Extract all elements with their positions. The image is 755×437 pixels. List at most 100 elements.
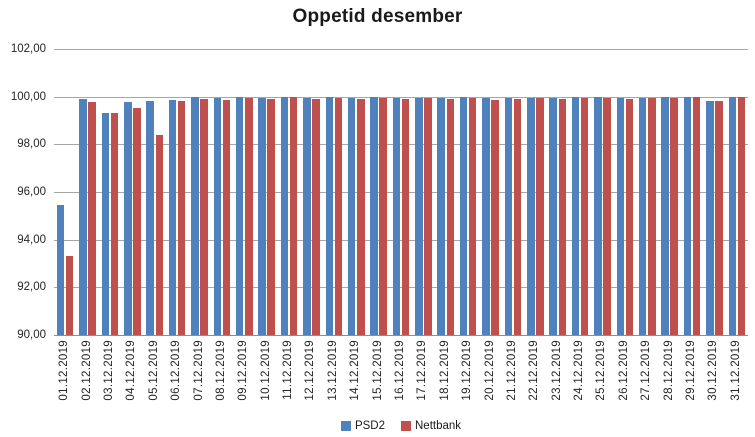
bar-nettbank-01.12.2019 bbox=[65, 255, 74, 335]
x-axis-tick-label: 14.12.2019 bbox=[349, 340, 362, 401]
bar-psd2-28.12.2019 bbox=[661, 97, 669, 335]
bar-psd2-06.12.2019 bbox=[168, 99, 177, 335]
bar-nettbank-09.12.2019 bbox=[245, 98, 253, 335]
x-axis-tick-label: 22.12.2019 bbox=[528, 340, 541, 401]
bar-nettbank-15.12.2019 bbox=[379, 97, 387, 335]
x-axis-tick-label: 26.12.2019 bbox=[617, 340, 630, 401]
legend: PSD2 Nettbank bbox=[54, 417, 748, 435]
x-axis-tick-label: 09.12.2019 bbox=[237, 340, 250, 401]
x-axis-tick-label: 02.12.2019 bbox=[80, 340, 93, 401]
bar-nettbank-29.12.2019 bbox=[692, 97, 701, 335]
x-axis-tick-label: 08.12.2019 bbox=[214, 340, 227, 401]
bar-nettbank-13.12.2019 bbox=[334, 98, 343, 335]
x-axis-tick-label: 01.12.2019 bbox=[58, 340, 71, 401]
y-axis-tick-label: 96,00 bbox=[17, 186, 46, 198]
bar-nettbank-06.12.2019 bbox=[177, 100, 186, 335]
bar-psd2-19.12.2019 bbox=[459, 97, 468, 335]
x-axis-tick-label: 21.12.2019 bbox=[505, 340, 518, 401]
x-axis-tick-label: 23.12.2019 bbox=[550, 340, 563, 401]
bar-nettbank-30.12.2019 bbox=[715, 101, 723, 335]
bar-psd2-22.12.2019 bbox=[527, 98, 535, 335]
gridline bbox=[54, 192, 748, 193]
x-axis-tick-label: 11.12.2019 bbox=[282, 340, 295, 400]
bar-nettbank-28.12.2019 bbox=[670, 97, 678, 335]
bar-psd2-26.12.2019 bbox=[616, 98, 625, 335]
legend-item-psd2: PSD2 bbox=[340, 420, 385, 432]
x-axis-tick-label: 31.12.2019 bbox=[729, 340, 742, 401]
x-axis-tick-label: 24.12.2019 bbox=[573, 340, 586, 401]
bar-psd2-14.12.2019 bbox=[347, 97, 356, 335]
bar-nettbank-04.12.2019 bbox=[133, 108, 141, 335]
bar-psd2-15.12.2019 bbox=[370, 97, 378, 335]
bar-nettbank-12.12.2019 bbox=[312, 99, 320, 335]
gridline bbox=[54, 287, 748, 289]
x-axis-tick-label: 29.12.2019 bbox=[685, 340, 698, 401]
x-axis-tick-label: 27.12.2019 bbox=[640, 340, 653, 401]
legend-label: Nettbank bbox=[415, 420, 462, 432]
bar-psd2-16.12.2019 bbox=[392, 98, 401, 335]
x-axis-tick-label: 03.12.2019 bbox=[102, 340, 115, 401]
x-axis-tick-label: 25.12.2019 bbox=[595, 340, 608, 401]
bar-nettbank-18.12.2019 bbox=[446, 98, 455, 335]
bar-psd2-02.12.2019 bbox=[79, 99, 87, 335]
chart-title: Oppetid desember bbox=[292, 6, 463, 27]
x-axis-tick-label: 16.12.2019 bbox=[394, 340, 406, 401]
bar-psd2-21.12.2019 bbox=[504, 98, 513, 335]
x-axis-tick-label: 28.12.2019 bbox=[662, 340, 675, 401]
x-axis-tick-label: 05.12.2019 bbox=[147, 340, 160, 401]
bar-psd2-29.12.2019 bbox=[683, 97, 692, 335]
bar-nettbank-07.12.2019 bbox=[200, 99, 208, 335]
legend-label: PSD2 bbox=[354, 420, 385, 432]
bar-nettbank-26.12.2019 bbox=[625, 99, 634, 335]
plot-area bbox=[54, 49, 748, 336]
y-axis-tick-label: 90,00 bbox=[17, 329, 46, 341]
bar-psd2-11.12.2019 bbox=[280, 97, 289, 335]
y-axis-tick-label: 98,00 bbox=[17, 138, 46, 151]
x-axis-line bbox=[54, 335, 748, 336]
bar-nettbank-10.12.2019 bbox=[267, 98, 275, 335]
bar-nettbank-05.12.2019 bbox=[155, 135, 164, 335]
bar-psd2-31.12.2019 bbox=[728, 97, 736, 335]
bar-psd2-10.12.2019 bbox=[258, 98, 266, 335]
bar-psd2-01.12.2019 bbox=[56, 205, 65, 335]
bar-nettbank-08.12.2019 bbox=[222, 100, 231, 335]
bar-psd2-12.12.2019 bbox=[303, 98, 311, 335]
bar-psd2-03.12.2019 bbox=[101, 113, 110, 335]
bar-nettbank-16.12.2019 bbox=[401, 99, 410, 335]
bar-psd2-17.12.2019 bbox=[415, 98, 423, 335]
legend-item-nettbank: Nettbank bbox=[401, 420, 461, 432]
bar-nettbank-03.12.2019 bbox=[110, 113, 119, 335]
bar-psd2-23.12.2019 bbox=[549, 98, 557, 335]
bar-psd2-05.12.2019 bbox=[146, 100, 154, 335]
x-axis-tick-label: 19.12.2019 bbox=[461, 340, 474, 401]
bar-psd2-25.12.2019 bbox=[594, 97, 602, 335]
x-axis-tick-label: 18.12.2019 bbox=[438, 340, 451, 401]
bar-psd2-08.12.2019 bbox=[213, 98, 222, 335]
legend-swatch-nettbank bbox=[401, 421, 411, 431]
bar-nettbank-21.12.2019 bbox=[513, 98, 522, 335]
bar-psd2-20.12.2019 bbox=[482, 97, 490, 335]
gridline bbox=[54, 49, 748, 50]
gridline bbox=[54, 96, 748, 98]
x-axis-tick-label: 15.12.2019 bbox=[371, 340, 384, 401]
bar-psd2-27.12.2019 bbox=[638, 98, 647, 335]
bar-psd2-30.12.2019 bbox=[706, 101, 714, 335]
legend-swatch-psd2 bbox=[340, 421, 351, 431]
bar-nettbank-27.12.2019 bbox=[648, 98, 656, 335]
x-axis-tick-label: 30.12.2019 bbox=[707, 340, 720, 401]
gridline bbox=[54, 239, 748, 241]
x-axis-tick-label: 20.12.2019 bbox=[483, 340, 496, 401]
y-axis-tick-label: 92,00 bbox=[17, 281, 46, 294]
x-axis-tick-label: 06.12.2019 bbox=[170, 340, 183, 401]
x-axis-tick-label: 17.12.2019 bbox=[416, 340, 429, 401]
x-axis-tick-label: 10.12.2019 bbox=[259, 340, 272, 401]
bar-nettbank-11.12.2019 bbox=[289, 97, 298, 335]
bar-nettbank-25.12.2019 bbox=[603, 97, 611, 335]
gridline bbox=[54, 144, 748, 146]
bar-nettbank-19.12.2019 bbox=[468, 97, 477, 335]
bar-nettbank-02.12.2019 bbox=[88, 101, 96, 335]
x-axis-tick-label: 12.12.2019 bbox=[304, 340, 317, 401]
bar-nettbank-23.12.2019 bbox=[558, 98, 566, 335]
bar-nettbank-17.12.2019 bbox=[424, 98, 432, 335]
